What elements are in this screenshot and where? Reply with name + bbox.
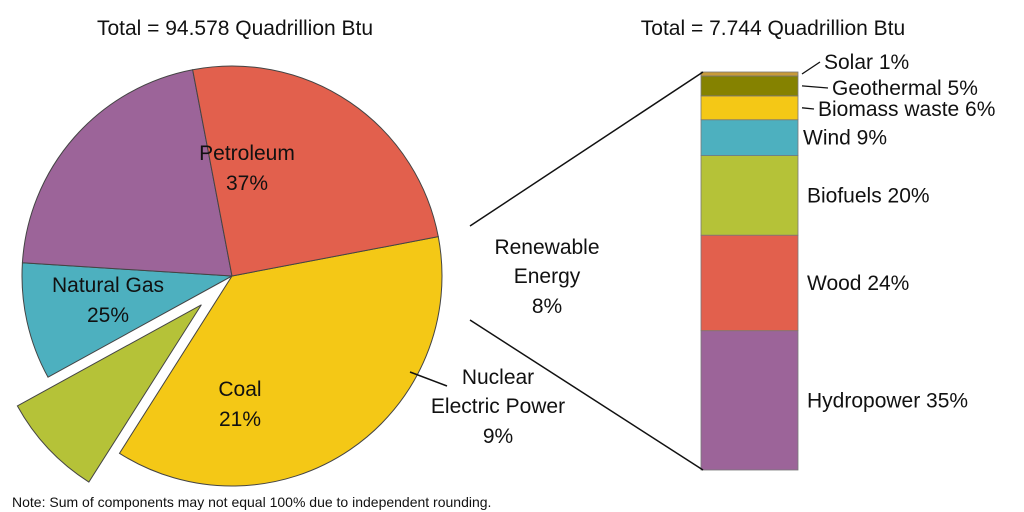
- pie-label-nuclear-line2: Electric Power: [431, 395, 565, 418]
- bar-labels: Hydropower 35% Wood 24% Biofuels 20% Wind 9…: [801, 51, 995, 412]
- pie-chart: [16, 65, 443, 487]
- pie-slice-natural-gas: [192, 65, 439, 277]
- bar-segment-hydropower: [700, 330, 799, 471]
- bar-segment-wind: [700, 119, 799, 156]
- pie-label-renewable-line1: Renewable: [494, 236, 599, 259]
- bar-leader-biomass-waste: [801, 107, 815, 110]
- bar-leader-geothermal: [801, 85, 829, 89]
- bar-title: Total = 7.744 Quadrillion Btu: [641, 17, 905, 40]
- pie-label-petroleum-pct: 37%: [226, 172, 268, 195]
- bar-label-wood: Wood 24%: [807, 272, 909, 295]
- pie-label-coal-pct: 21%: [219, 408, 261, 431]
- stacked-bar: [700, 71, 799, 471]
- pie-slice-renewable-energy: [16, 304, 202, 483]
- pie-label-coal: Coal: [218, 378, 261, 401]
- pie-title: Total = 94.578 Quadrillion Btu: [97, 17, 373, 40]
- bar-label-biofuels: Biofuels 20%: [807, 184, 930, 207]
- bar-segment-biomass-waste: [700, 95, 799, 121]
- pie-label-natural-gas-pct: 25%: [87, 304, 129, 327]
- bar-leader-solar: [801, 61, 821, 75]
- connector-line-top: [469, 71, 704, 227]
- pie-label-nuclear-pct: 9%: [483, 425, 513, 448]
- bar-label-biomass-waste: Biomass waste 6%: [818, 98, 995, 121]
- bar-label-solar: Solar 1%: [824, 51, 909, 74]
- footnote: Note: Sum of components may not equal 10…: [12, 494, 491, 510]
- bar-segment-geothermal: [700, 75, 799, 97]
- nuclear-leader-line: [409, 371, 448, 387]
- bar-label-hydropower: Hydropower 35%: [807, 389, 968, 412]
- pie-label-natural-gas: Natural Gas: [52, 274, 164, 297]
- pie-label-renewable-line2: Energy: [514, 265, 581, 288]
- bar-label-geothermal: Geothermal 5%: [832, 77, 978, 100]
- pie-slice-coal: [21, 69, 233, 277]
- bar-label-wind: Wind 9%: [803, 127, 887, 150]
- pie-label-petroleum: Petroleum: [199, 142, 295, 165]
- pie-slice-nuclear-electric-power: [21, 262, 234, 378]
- pie-label-renewable-pct: 8%: [532, 295, 562, 318]
- bar-segment-wood: [700, 234, 799, 332]
- bar-segment-solar: [700, 71, 799, 77]
- bar-segment-biofuels: [700, 155, 799, 236]
- pie-slice-petroleum: [118, 236, 443, 487]
- connector-line-bottom: [469, 319, 704, 471]
- pie-label-nuclear-line1: Nuclear: [462, 366, 534, 389]
